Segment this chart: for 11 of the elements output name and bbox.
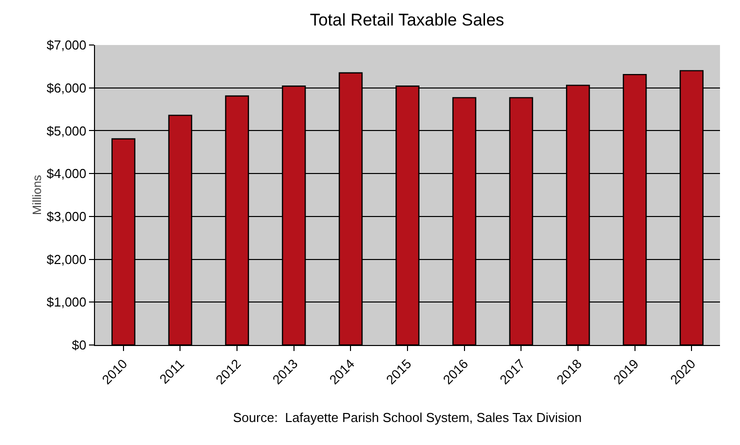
y-tick-label: $4,000	[46, 166, 86, 182]
y-axis-title: Millions	[30, 174, 44, 216]
y-tick-label: $3,000	[46, 208, 86, 224]
y-tick-label: $2,000	[46, 252, 86, 267]
y-tick-label: $6,000	[46, 80, 86, 96]
y-tick-label: $7,000	[46, 38, 86, 53]
y-tick-label: $1,000	[46, 294, 86, 310]
y-tick-label: $5,000	[46, 123, 86, 138]
source-note: Source: Lafayette Parish School System, Sales Tax Division	[233, 410, 582, 425]
chart-title: Total Retail Taxable Sales	[310, 10, 504, 30]
y-tick-label: $0	[72, 338, 86, 353]
